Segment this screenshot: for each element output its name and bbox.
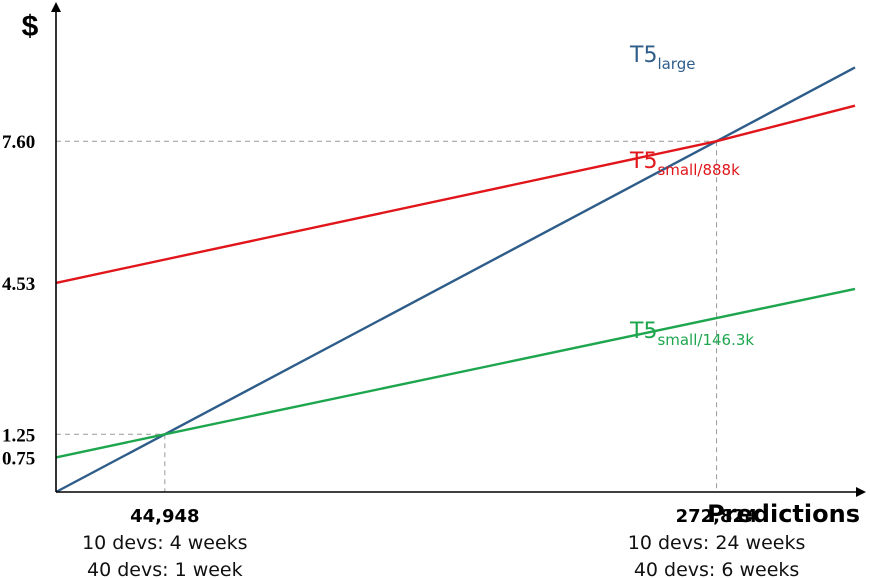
series-label-name: T5 <box>629 319 657 344</box>
x-tick-label-1: 272,824 <box>676 506 758 527</box>
x-tick-note-0-0: 10 devs: 4 weeks <box>82 532 248 554</box>
series-label-name: T5 <box>629 43 657 68</box>
y-axis-arrow <box>51 2 61 12</box>
series-label-subscript: small/888k <box>657 161 740 179</box>
x-tick-note-0-1: 40 devs: 1 week <box>87 559 243 578</box>
y-axis-label: $ <box>22 10 39 43</box>
series-line-large <box>55 66 856 494</box>
series-label-subscript: large <box>657 55 695 73</box>
series-label-subscript: small/146.3k <box>657 331 754 349</box>
labels: $ Predictions 0.751.25 4.53 7.60 44,948 10 dev… <box>2 10 860 578</box>
x-tick-note-1-1: 40 devs: 6 weeks <box>634 559 800 578</box>
x-axis-label: Predictions <box>707 500 860 528</box>
x-axis-arrow <box>856 487 866 497</box>
series-label-name: T5 <box>629 149 657 174</box>
y-tick-label-2: 4.53 <box>2 274 35 295</box>
x-tick-note-1-0: 10 devs: 24 weeks <box>628 532 806 554</box>
axes <box>51 2 866 497</box>
series-label-small-146-3k: T5small/146.3k <box>629 319 754 349</box>
series-label-small-888k: T5small/888k <box>629 149 740 179</box>
x-tick-label-0: 44,948 <box>130 506 199 527</box>
series-label-large: T5large <box>629 43 695 73</box>
series-line-small-146-3k <box>55 287 856 459</box>
y-tick-label-0: 0.75 <box>2 448 35 469</box>
series-line-small-888k <box>55 104 856 285</box>
series-lines <box>55 66 856 494</box>
y-tick-label-1: 1.25 <box>2 425 35 446</box>
y-tick-label-3: 7.60 <box>2 132 35 153</box>
reference-guides <box>56 140 718 492</box>
